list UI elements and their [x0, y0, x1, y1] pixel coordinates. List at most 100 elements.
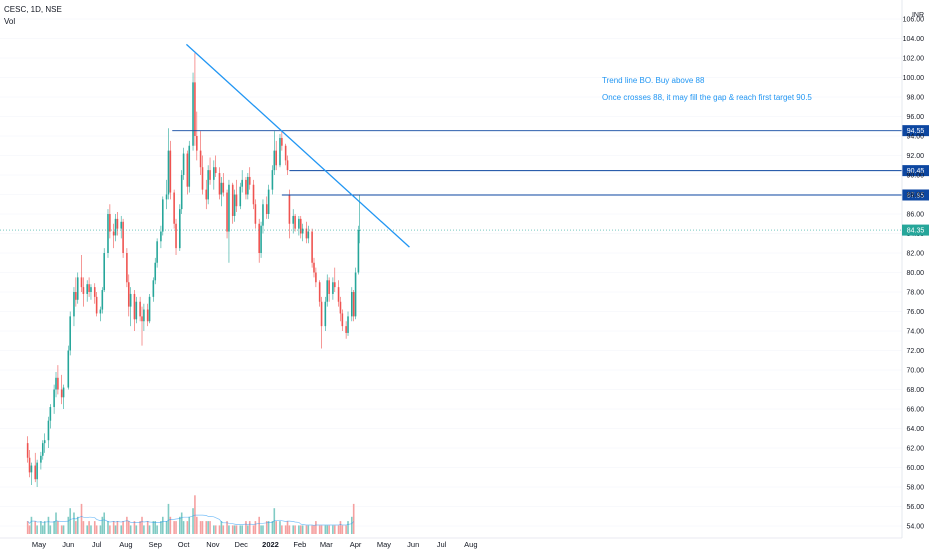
price-tick-label: 58.00: [906, 485, 924, 492]
candle: [218, 167, 221, 200]
volume-bar: [116, 521, 119, 534]
volume-moving-average: [27, 514, 354, 526]
level-price-tag: [902, 125, 929, 137]
candle: [252, 179, 255, 210]
candle: [258, 218, 260, 263]
time-axis[interactable]: May Jun Jul Aug Sep Oct Nov Dec 2022 Feb Mar Apr May…: [0, 537, 902, 549]
volume-bar: [201, 521, 204, 534]
volume-bar: [26, 521, 29, 534]
annotation-text-2[interactable]: Once crosses 88, it may fill the gap & r…: [602, 93, 812, 102]
price-axis[interactable]: 54.00 56.00 58.00 60.00 62.00 64.00 66.00 68.00…: [901, 0, 929, 538]
candle: [90, 284, 92, 300]
candle: [213, 160, 215, 190]
candle: [247, 173, 249, 200]
candle: [318, 280, 321, 307]
candle: [99, 306, 102, 322]
candle: [226, 189, 228, 239]
volume-bar: [328, 525, 330, 534]
volume-bar: [345, 525, 347, 534]
time-tick-label: Jul: [437, 540, 447, 549]
volume-bar: [352, 503, 355, 534]
time-tick-label: Apr: [350, 540, 362, 549]
time-tick-label: 2022: [262, 540, 279, 549]
volume-bar: [315, 521, 317, 534]
annotation-text-1[interactable]: Trend line BO. Buy above 88: [602, 76, 705, 85]
volume-bar: [86, 525, 88, 534]
candle: [120, 215, 123, 239]
candle: [305, 221, 308, 244]
level-90.45[interactable]: 90.45: [289, 165, 929, 177]
volume-bar: [279, 521, 281, 534]
candle: [160, 225, 162, 249]
volume-bar: [299, 525, 302, 534]
candle: [207, 165, 209, 205]
volume-bar: [307, 525, 310, 534]
candle: [62, 384, 65, 409]
candle: [205, 179, 208, 210]
volume-bar: [220, 521, 223, 534]
level-87.95[interactable]: 87.95: [281, 189, 929, 201]
price-tick-label: 70.00: [906, 368, 924, 375]
candle: [95, 292, 98, 317]
volume-bar: [294, 525, 296, 534]
price-tick-label: 56.00: [906, 504, 924, 511]
volume-bar: [49, 525, 52, 534]
volume-bar: [139, 521, 141, 534]
candle: [40, 451, 42, 470]
candle: [326, 274, 329, 307]
volume-bar: [262, 525, 264, 534]
volume-bar: [169, 516, 172, 534]
candle: [141, 306, 143, 346]
candle: [245, 176, 247, 200]
candle: [73, 287, 75, 327]
volume-bar: [324, 525, 327, 534]
price-tick-label: 102.00: [903, 56, 925, 63]
time-tick-label: Sep: [149, 540, 162, 549]
volume-bar: [258, 516, 260, 534]
candle: [47, 416, 50, 448]
candle: [139, 296, 141, 322]
volume-bar: [60, 525, 63, 534]
candle: [288, 189, 291, 239]
candle: [165, 179, 168, 210]
candle: [292, 209, 295, 234]
candle: [135, 296, 138, 324]
level-price-label: 94.55: [907, 128, 925, 135]
volume-bar: [194, 495, 196, 534]
volume-bars: [26, 495, 355, 534]
candle: [239, 182, 242, 210]
candle: [273, 131, 276, 175]
candle: [69, 311, 71, 356]
price-tick-label: 98.00: [906, 95, 924, 102]
candle: [324, 296, 327, 331]
candle: [107, 209, 109, 258]
volume-bar: [207, 521, 209, 534]
volume-bar: [305, 525, 308, 534]
volume-bar: [288, 525, 291, 534]
price-tick-label: 100.00: [903, 75, 925, 82]
trend-line[interactable]: [185, 43, 410, 248]
volume-bar: [214, 525, 217, 534]
price-tick-label: 78.00: [906, 290, 924, 297]
volume-bar: [271, 521, 274, 534]
time-tick-label: Feb: [293, 540, 306, 549]
volume-bar: [69, 508, 71, 534]
volume-bar: [284, 525, 287, 534]
candle: [235, 179, 238, 213]
candle: [28, 449, 31, 478]
candle: [339, 296, 342, 322]
candle: [182, 147, 185, 180]
price-tick-label: 72.00: [906, 348, 924, 355]
candle: [275, 140, 277, 171]
level-94.55[interactable]: 94.55: [172, 125, 929, 137]
candle: [341, 309, 344, 331]
candle: [161, 196, 164, 236]
horizontal-levels[interactable]: 94.55 90.45 87.95: [172, 125, 929, 201]
candle: [122, 218, 124, 258]
candle: [358, 194, 361, 244]
volume-bar: [286, 521, 289, 534]
volume-bar: [313, 525, 315, 534]
volume-bar: [73, 512, 75, 534]
